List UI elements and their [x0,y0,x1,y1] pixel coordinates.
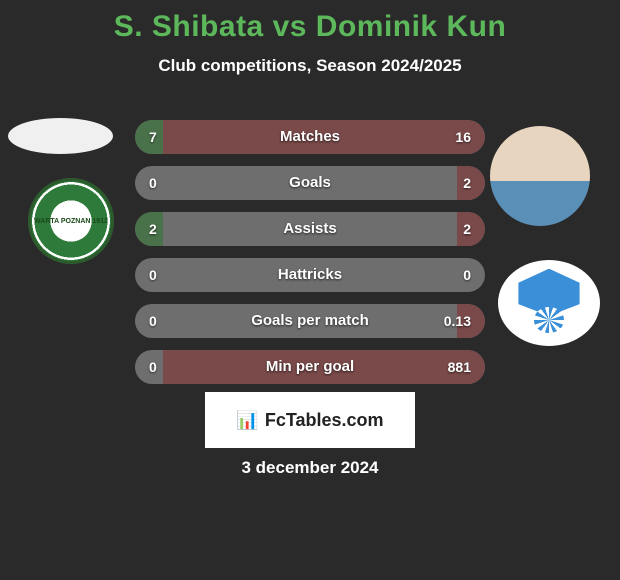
stat-value-left: 0 [149,258,157,292]
stat-label: Hattricks [135,258,485,292]
page-title: S. Shibata vs Dominik Kun [0,0,620,44]
stat-label: Goals [135,166,485,200]
stat-value-right: 2 [463,212,471,246]
stat-row: Matches7 16 [135,120,485,154]
stat-row: Assists2 2 [135,212,485,246]
stat-row: Goals0 2 [135,166,485,200]
player2-club-badge [498,260,600,346]
date-text: 3 december 2024 [0,458,620,478]
stat-value-right: 0 [463,258,471,292]
player2-avatar [490,126,590,226]
stat-value-right: 881 [448,350,471,384]
stat-row: Min per goal0 881 [135,350,485,384]
branding-label: FcTables.com [265,410,384,431]
stat-label: Assists [135,212,485,246]
player1-club-badge: WARTA POZNAN 1912 [28,178,114,264]
branding-box: 📊 FcTables.com [205,392,415,448]
stat-value-right: 2 [463,166,471,200]
stat-label: Goals per match [135,304,485,338]
stat-value-left: 7 [149,120,157,154]
stat-value-right: 16 [455,120,471,154]
stats-container: Matches716Goals02Assists22Hattricks00Goa… [135,120,485,396]
stat-value-left: 2 [149,212,157,246]
player1-club-label: WARTA POZNAN 1912 [28,218,114,225]
stat-value-left: 0 [149,304,157,338]
stat-row: Hattricks0 0 [135,258,485,292]
player1-avatar [8,118,113,154]
stat-row: Goals per match0 0.13 [135,304,485,338]
stat-label: Matches [135,120,485,154]
stat-value-right: 0.13 [444,304,471,338]
subtitle: Club competitions, Season 2024/2025 [0,56,620,76]
stat-label: Min per goal [135,350,485,384]
stat-value-left: 0 [149,166,157,200]
stat-value-left: 0 [149,350,157,384]
branding-icon: 📊 [236,410,258,431]
